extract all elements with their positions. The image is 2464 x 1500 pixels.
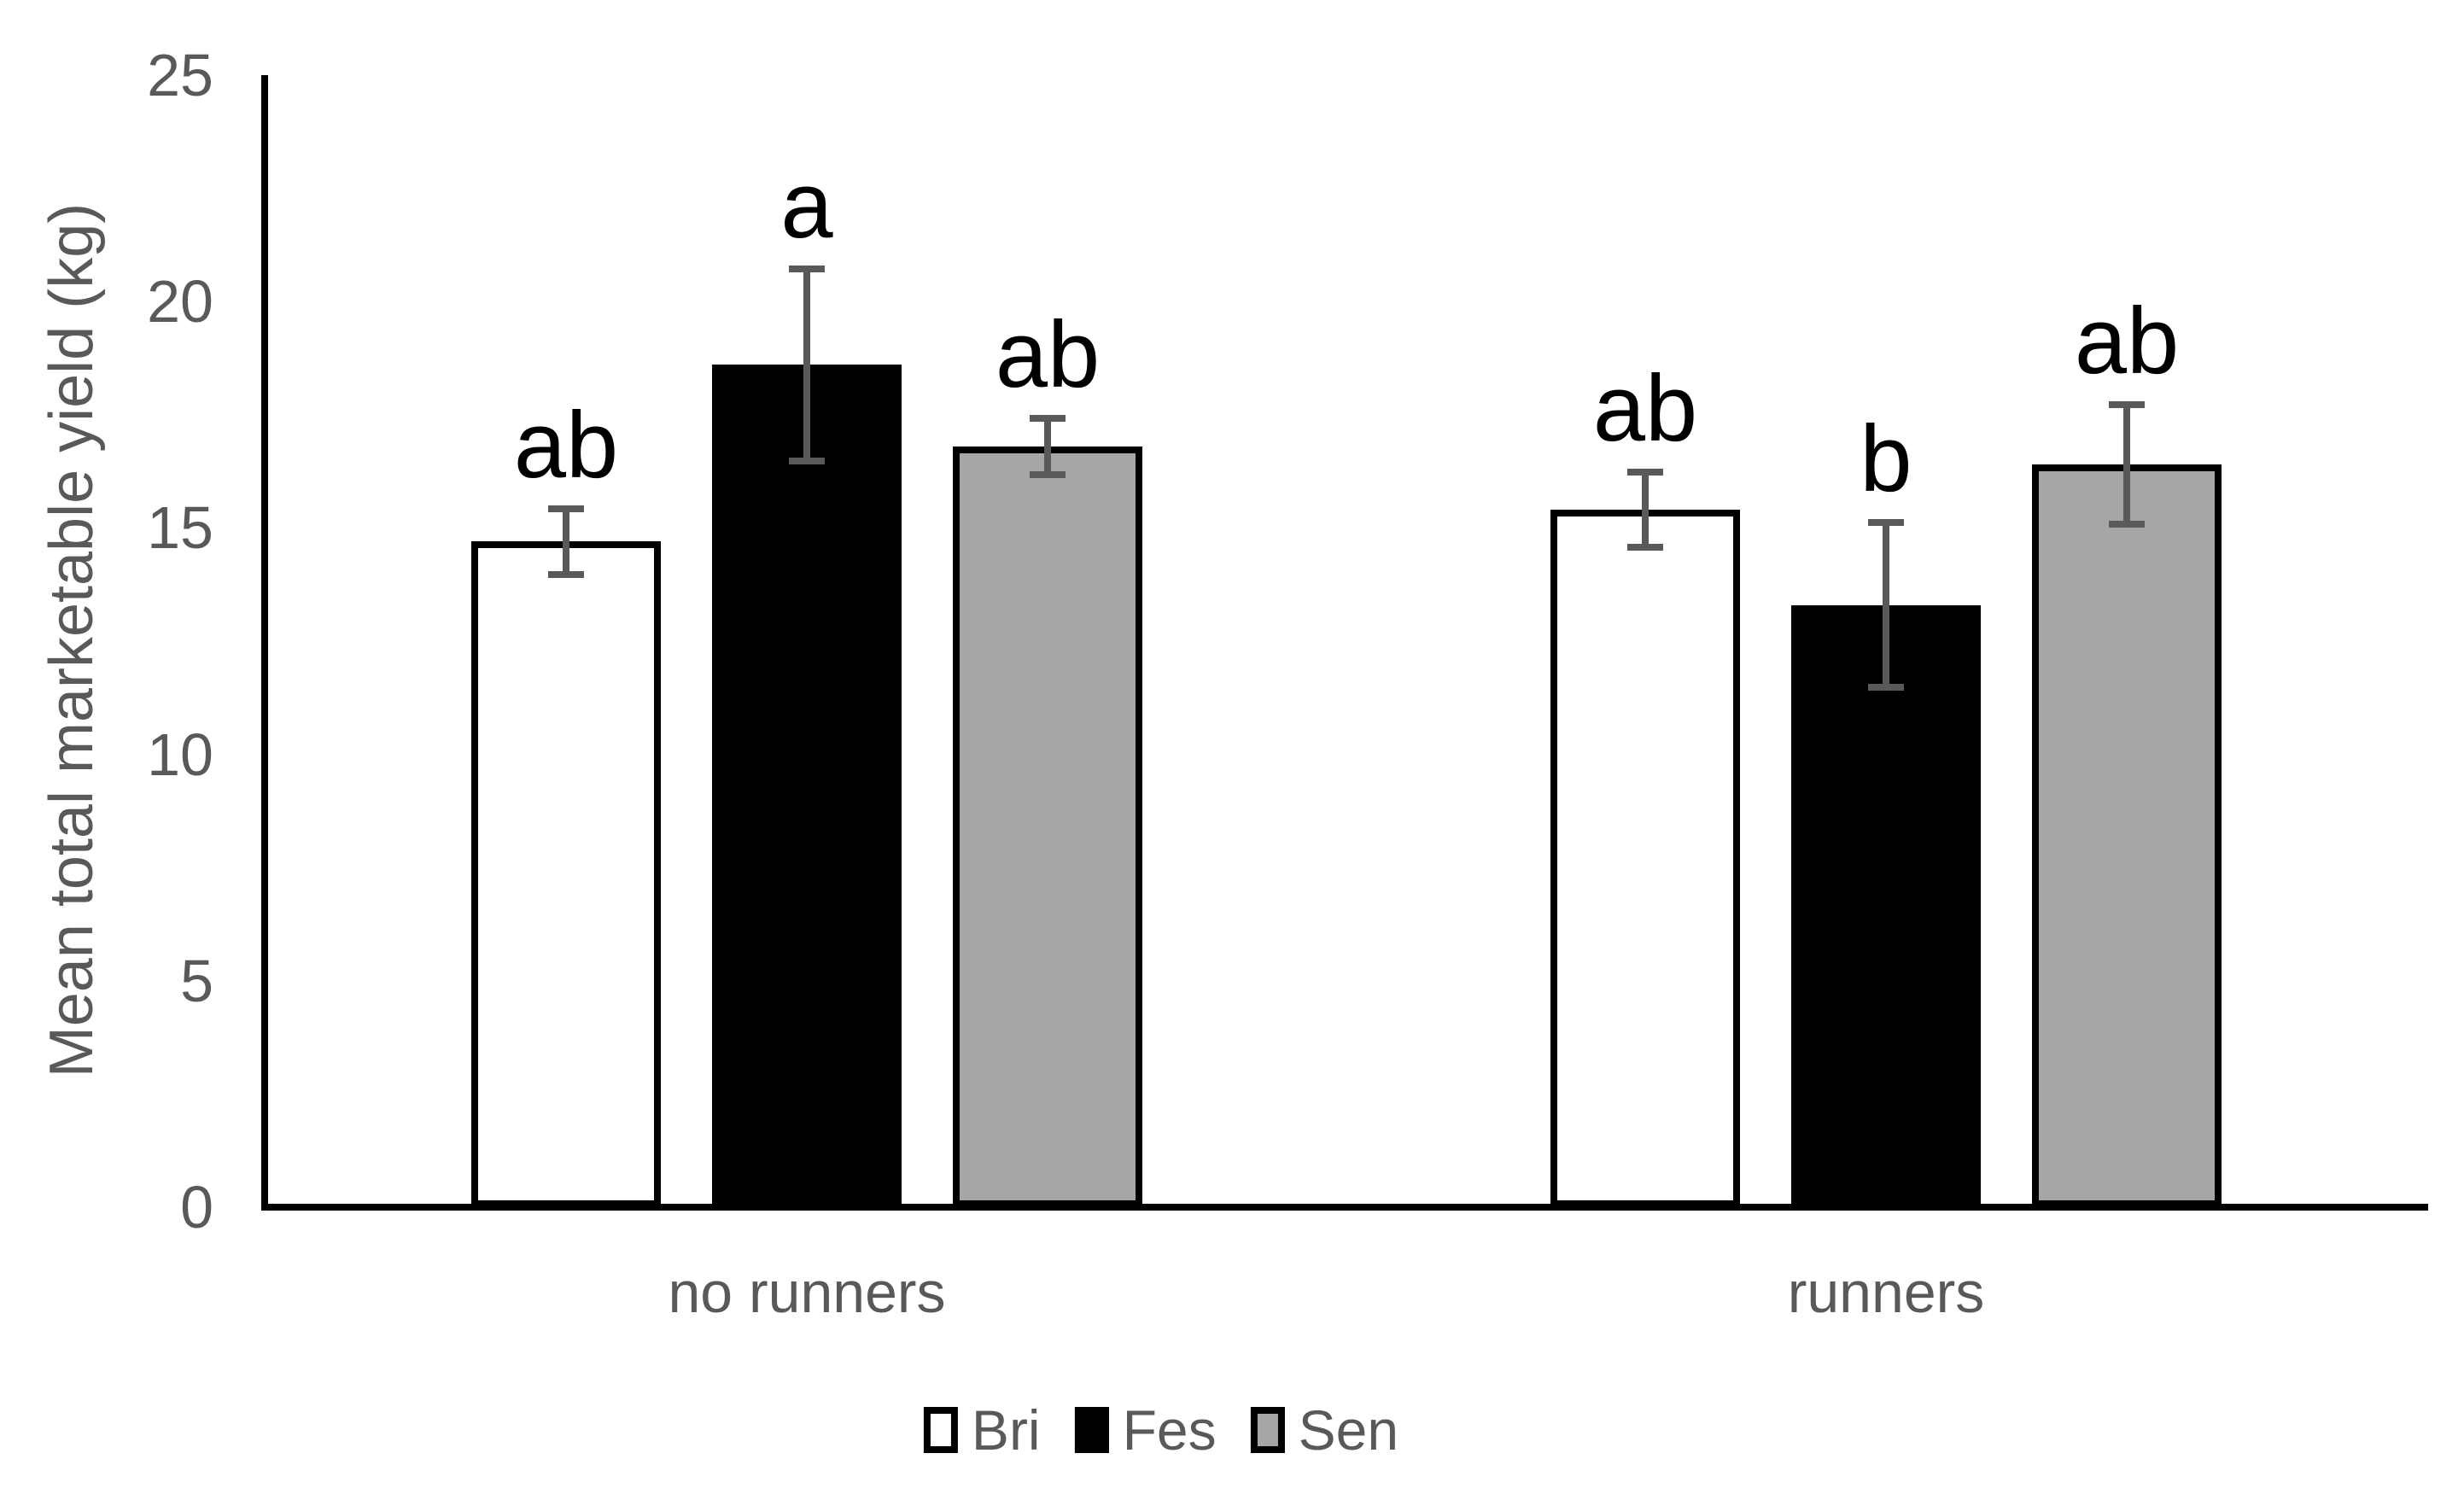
error-bar-line-sen-no-runners xyxy=(1044,414,1051,479)
bar-bri-no-runners xyxy=(471,541,661,1207)
error-bar-line-sen-runners xyxy=(2123,400,2130,528)
error-bar-line-bri-no-runners xyxy=(563,505,569,578)
error-bar-cap-bottom-sen-runners xyxy=(2109,521,2145,528)
error-bar-line-fes-no-runners xyxy=(803,265,810,465)
y-axis-line xyxy=(261,75,268,1211)
significance-letter-sen-runners: ab xyxy=(2074,288,2180,394)
legend: Bri Fes Sen xyxy=(923,1398,1399,1462)
error-bar-cap-top-sen-no-runners xyxy=(1030,414,1066,422)
error-bar-cap-bottom-bri-runners xyxy=(1627,543,1663,551)
bar-fes-no-runners xyxy=(712,365,902,1207)
error-bar-cap-bottom-bri-no-runners xyxy=(548,570,584,578)
error-bar-cap-top-fes-runners xyxy=(1868,518,1904,526)
error-bar-line-fes-runners xyxy=(1883,518,1889,692)
legend-label-bri: Bri xyxy=(971,1398,1041,1462)
error-bar-line-bri-runners xyxy=(1642,469,1649,551)
significance-letter-bri-no-runners: ab xyxy=(513,392,619,498)
legend-swatch-bri xyxy=(923,1407,958,1453)
x-category-label-no-runners: no runners xyxy=(668,1260,946,1325)
error-bar-cap-top-bri-runners xyxy=(1627,469,1663,476)
y-tick-label-25: 25 xyxy=(147,42,213,108)
x-category-label-runners: runners xyxy=(1787,1260,1985,1325)
y-tick-label-20: 20 xyxy=(147,268,213,336)
error-bar-cap-bottom-fes-no-runners xyxy=(789,458,825,465)
legend-swatch-fes xyxy=(1074,1407,1109,1453)
legend-item-fes: Fes xyxy=(1074,1398,1217,1462)
legend-label-sen: Sen xyxy=(1298,1398,1399,1462)
error-bar-cap-top-fes-no-runners xyxy=(789,265,825,272)
bar-fes-runners xyxy=(1791,604,1981,1207)
significance-letter-fes-runners: b xyxy=(1860,406,1912,511)
error-bar-cap-bottom-sen-no-runners xyxy=(1030,471,1066,479)
significance-letter-sen-no-runners: ab xyxy=(995,301,1101,407)
y-tick-label-5: 5 xyxy=(180,947,213,1014)
y-tick-label-0: 0 xyxy=(180,1174,213,1240)
legend-item-sen: Sen xyxy=(1250,1398,1399,1462)
bar-sen-no-runners xyxy=(953,446,1142,1207)
error-bar-cap-bottom-fes-runners xyxy=(1868,684,1904,692)
y-axis-title: Mean total marketable yield (kg) xyxy=(38,202,106,1078)
error-bar-cap-top-sen-runners xyxy=(2109,400,2145,408)
significance-letter-bri-runners: ab xyxy=(1592,356,1698,462)
error-bar-cap-top-bri-no-runners xyxy=(548,505,584,512)
legend-label-fes: Fes xyxy=(1122,1398,1217,1462)
bar-sen-runners xyxy=(2032,464,2222,1207)
legend-swatch-sen xyxy=(1250,1407,1285,1453)
significance-letter-fes-no-runners: a xyxy=(780,152,833,258)
y-tick-label-10: 10 xyxy=(147,721,213,788)
bar-bri-runners xyxy=(1550,510,1740,1207)
x-axis-line xyxy=(261,1204,2428,1211)
legend-item-bri: Bri xyxy=(923,1398,1041,1462)
y-tick-label-15: 15 xyxy=(147,494,213,562)
